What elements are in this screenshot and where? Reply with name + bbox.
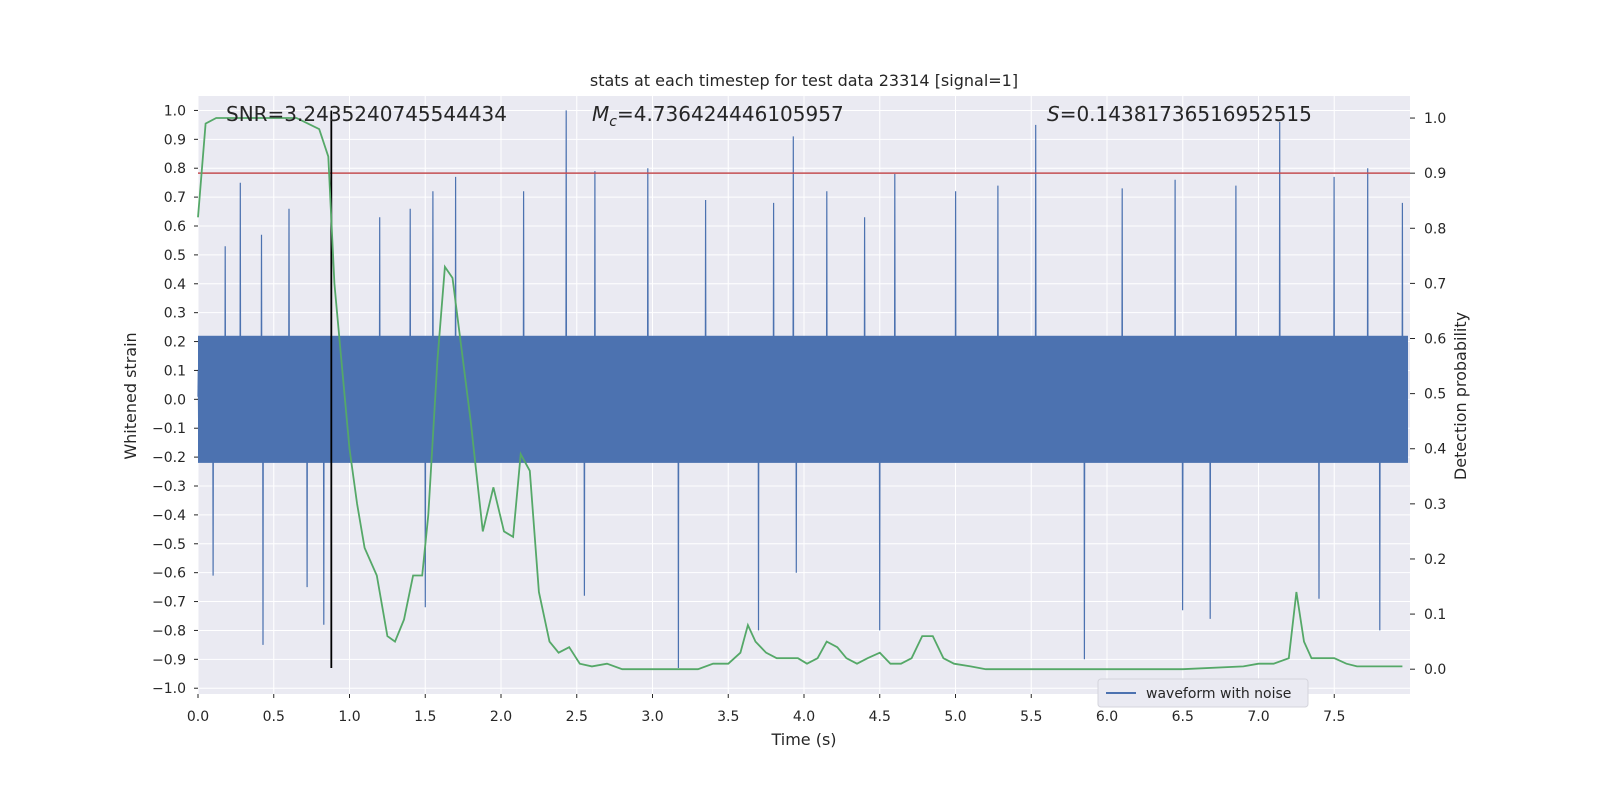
y-tick-labels: −1.0 −0.9 −0.8 −0.7 −0.6 −0.5 −0.4 −0.3 −0.2 −0.1… (152, 103, 198, 697)
y-tick-label: −0.2 (152, 450, 186, 466)
y2-tick-label: 0.8 (1424, 221, 1446, 237)
y-axis-label: Whitened strain (121, 332, 140, 459)
x-tick-label: 6.5 (1172, 709, 1194, 725)
x-tick-label: 4.5 (869, 709, 891, 725)
y-tick-label: −0.8 (152, 623, 186, 639)
s-annotation: S=0.14381736516952515 (1047, 102, 1312, 126)
x-tick-label: 2.0 (490, 709, 512, 725)
x-tick-label: 5.5 (1020, 709, 1042, 725)
snr-annotation: SNR=3.2435240745544434 (226, 102, 507, 126)
x-tick-label: 6.0 (1096, 709, 1118, 725)
y2-tick-label: 0.2 (1424, 552, 1446, 568)
x-tick-label: 3.5 (717, 709, 739, 725)
y2-axis-label: Detection probability (1451, 312, 1470, 480)
x-axis-label: Time (s) (770, 730, 836, 749)
y-tick-label: 0.5 (164, 248, 186, 264)
y-tick-label: 0.8 (164, 161, 186, 177)
mc-value: =4.736424446105957 (617, 102, 844, 126)
legend: waveform with noise (1097, 678, 1309, 708)
x-tick-label: 0.5 (263, 709, 285, 725)
x-tick-label: 0.0 (187, 709, 209, 725)
mc-annotation: Mc=4.736424446105957 (592, 102, 844, 130)
chart-title: stats at each timestep for test data 233… (590, 71, 1018, 90)
x-tick-labels: 0.0 0.5 1.0 1.5 2.0 2.5 3.0 3.5 4.0 4.5 5.0 5.5 6.0 6… (187, 694, 1345, 725)
mc-symbol: M (592, 102, 609, 126)
y2-tick-label: 0.4 (1424, 442, 1446, 458)
y-tick-label: −0.3 (152, 479, 186, 495)
y-tick-label: 0.4 (164, 277, 186, 293)
x-tick-label: 4.0 (793, 709, 815, 725)
x-tick-label: 1.5 (414, 709, 436, 725)
x-tick-label: 1.0 (338, 709, 360, 725)
y-tick-label: 0.6 (164, 219, 186, 235)
x-tick-label: 3.0 (641, 709, 663, 725)
s-symbol: S (1047, 102, 1060, 126)
legend-label: waveform with noise (1146, 686, 1291, 702)
y2-tick-label: 0.5 (1424, 387, 1446, 403)
y-tick-label: 0.1 (164, 363, 186, 379)
y2-tick-label: 0.3 (1424, 497, 1446, 513)
y-tick-label: 0.7 (164, 190, 186, 206)
y2-tick-label: 1.0 (1424, 111, 1446, 127)
y2-tick-label: 0.0 (1424, 662, 1446, 678)
legend-box (1097, 678, 1309, 708)
y-tick-label: −0.1 (152, 421, 186, 437)
y-tick-label: −0.5 (152, 537, 186, 553)
mc-subscript: c (609, 114, 617, 130)
y-tick-label: −0.9 (152, 652, 186, 668)
probability-series (197, 117, 1403, 671)
s-value: =0.14381736516952515 (1060, 102, 1312, 126)
probability-line (197, 117, 1403, 671)
y2-tick-label: 0.7 (1424, 276, 1446, 292)
y2-tick-label: 0.9 (1424, 166, 1446, 182)
y-tick-label: −1.0 (152, 681, 186, 697)
x-tick-label: 5.0 (944, 709, 966, 725)
x-tick-label: 7.0 (1247, 709, 1269, 725)
y-tick-label: 0.9 (164, 132, 186, 148)
waveform-core (198, 335, 1408, 463)
y-tick-label: 0.2 (164, 335, 186, 351)
y-tick-label: −0.4 (152, 508, 186, 524)
y-tick-label: 1.0 (164, 103, 186, 119)
y-tick-label: −0.7 (152, 595, 186, 611)
y2-tick-label: 0.6 (1424, 332, 1446, 348)
y2-tick-labels: 0.0 0.1 0.2 0.3 0.4 0.5 0.6 0.7 0.8 0.9 1.0 (1410, 111, 1446, 678)
waveform-series (197, 110, 1408, 669)
y-tick-label: 0.3 (164, 306, 186, 322)
x-tick-label: 2.5 (566, 709, 588, 725)
y-tick-label: 0.0 (164, 392, 186, 408)
y-tick-label: −0.6 (152, 566, 186, 582)
x-tick-label: 7.5 (1323, 709, 1345, 725)
y2-tick-label: 0.1 (1424, 607, 1446, 623)
